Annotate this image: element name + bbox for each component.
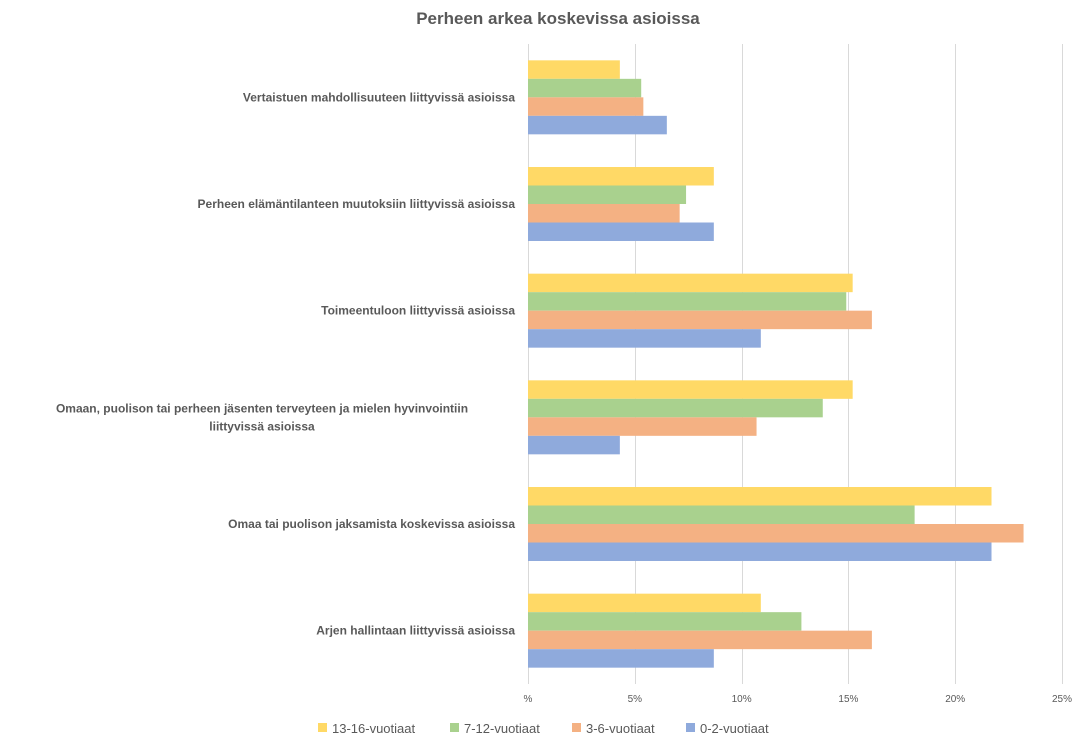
bars — [528, 60, 1024, 668]
bar-0-3 — [528, 115, 667, 135]
bar-0-0 — [528, 60, 620, 79]
category-label-5: Arjen hallintaan liittyvissä asioissa — [316, 624, 515, 638]
bar-4-0 — [528, 487, 992, 506]
bar-4-3 — [528, 542, 992, 561]
x-tick-label-3: 15% — [838, 694, 858, 705]
category-label-0: Vertaistuen mahdollisuuteen liittyvissä … — [243, 90, 515, 104]
legend-label-3: 0-2-vuotiaat — [700, 721, 769, 736]
bar-4-1 — [528, 505, 915, 524]
bar-3-2 — [528, 417, 757, 436]
legend-label-2: 3-6-vuotiaat — [586, 721, 655, 736]
x-axis-ticks: % 5% 10% 15% 20% 25% — [524, 694, 1073, 705]
x-tick-label-2: 10% — [732, 694, 752, 705]
bar-0-1 — [528, 78, 642, 98]
chart-title: Perheen arkea koskevissa asioissa — [416, 9, 700, 28]
gridlines — [528, 44, 1063, 684]
bar-1-2 — [528, 204, 680, 223]
category-label-2: Toimeentuloon liittyvissä asioissa — [321, 304, 515, 318]
bar-2-0 — [528, 273, 853, 293]
legend-swatch-0 — [318, 723, 327, 732]
bar-1-3 — [528, 222, 714, 241]
bar-1-0 — [528, 167, 714, 186]
x-tick-label-5: 25% — [1052, 694, 1072, 705]
bar-3-1 — [528, 398, 823, 418]
bar-4-2 — [528, 524, 1024, 543]
bar-1-1 — [528, 185, 687, 204]
category-label-1: Perheen elämäntilanteen muutoksiin liitt… — [198, 197, 516, 211]
category-labels: Vertaistuen mahdollisuuteen liittyvissä … — [56, 90, 515, 637]
category-label-4: Omaa tai puolison jaksamista koskevissa … — [228, 517, 515, 531]
legend-swatch-3 — [686, 723, 695, 732]
legend: 13-16-vuotiaat 7-12-vuotiaat 3-6-vuotiaat 0… — [318, 721, 769, 736]
legend-label-0: 13-16-vuotiaat — [332, 721, 415, 736]
bar-5-0 — [528, 593, 761, 613]
bar-5-1 — [528, 612, 802, 631]
bar-2-3 — [528, 329, 761, 348]
x-tick-label-1: 5% — [628, 694, 643, 705]
bar-2-1 — [528, 292, 847, 311]
bar-5-2 — [528, 630, 872, 650]
legend-swatch-1 — [450, 723, 459, 732]
bar-2-2 — [528, 310, 872, 330]
bar-0-2 — [528, 97, 644, 116]
bar-3-3 — [528, 435, 620, 455]
legend-label-1: 7-12-vuotiaat — [464, 721, 540, 736]
bar-5-3 — [528, 649, 714, 668]
category-label-3: Omaan, puolison tai perheen jäsenten ter… — [56, 401, 468, 433]
bar-3-0 — [528, 380, 853, 399]
legend-swatch-2 — [572, 723, 581, 732]
x-tick-label-4: 20% — [945, 694, 965, 705]
x-tick-label-0: % — [524, 694, 533, 705]
